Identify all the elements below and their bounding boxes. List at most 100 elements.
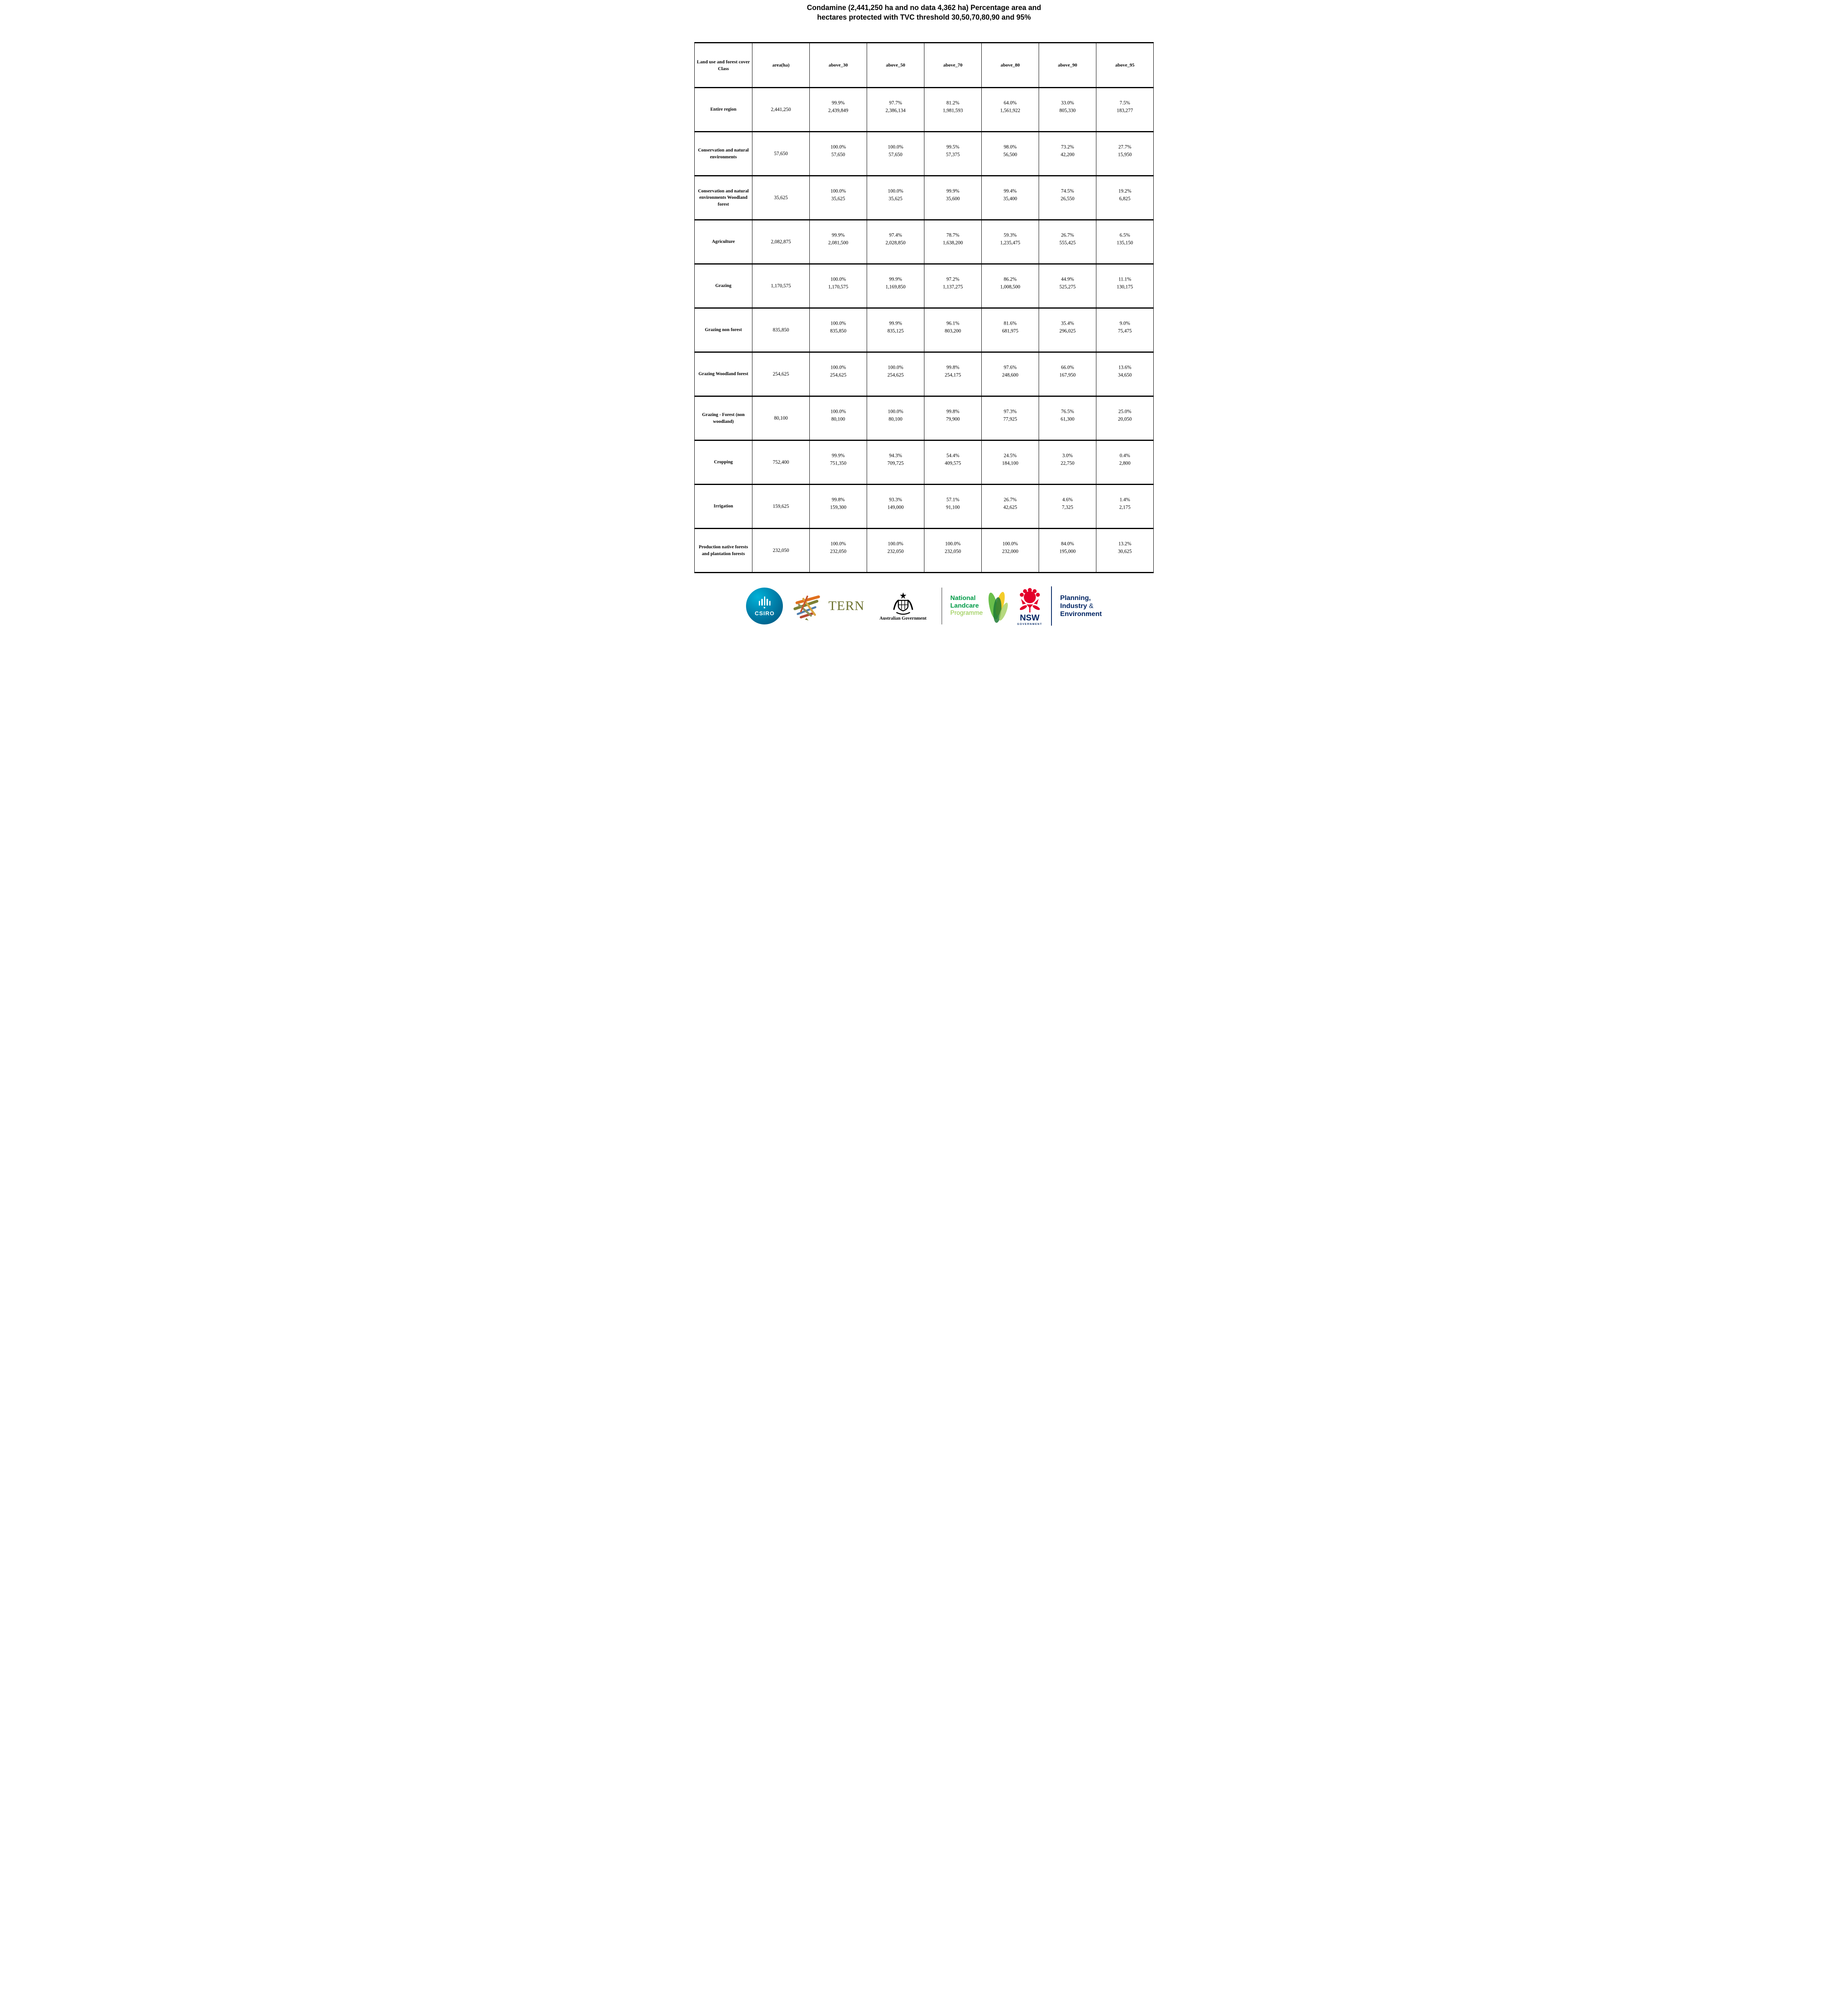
- table-row: Conservation and natural environments Wo…: [695, 176, 1153, 220]
- cell-hectares: 1,235,475: [1000, 239, 1020, 245]
- cell-percent: 100.0%: [830, 541, 846, 546]
- row-area-value: 232,050: [752, 529, 809, 572]
- cell-hectares: 254,625: [887, 372, 904, 378]
- cell-hectares: 77,925: [1003, 416, 1017, 422]
- threshold-cell: 100.0% 254,625: [867, 353, 924, 396]
- row-area-value: 1,170,575: [752, 265, 809, 307]
- csiro-logo-label: CSIRO: [754, 610, 775, 616]
- cell-percent: 100.0%: [830, 408, 846, 414]
- cell-hectares: 555,425: [1059, 239, 1076, 245]
- page-title: Condamine (2,441,250 ha and no data 4,36…: [709, 3, 1139, 22]
- cell-percent: 86.2%: [1003, 276, 1017, 282]
- page-title-line1: Condamine (2,441,250 ha and no data 4,36…: [807, 4, 1041, 12]
- row-class-label: Grazing non forest: [705, 327, 742, 333]
- cell-hectares: 835,850: [830, 327, 847, 333]
- threshold-cell: 97.2% 1,137,275: [924, 265, 981, 307]
- cell-percent: 99.9%: [889, 320, 902, 326]
- threshold-cell: 84.0% 195,000: [1039, 529, 1096, 572]
- cell-hectares: 80,100: [888, 416, 903, 422]
- cell-hectares: 149,000: [887, 504, 904, 510]
- cell-percent: 54.4%: [946, 453, 960, 458]
- cell-hectares: 195,000: [1059, 548, 1076, 554]
- csiro-waveform-icon: [758, 596, 771, 606]
- report-page: Condamine (2,441,250 ha and no data 4,36…: [693, 0, 1155, 640]
- threshold-cell: 81.2% 1,981,593: [924, 88, 981, 131]
- threshold-cell: 0.4% 2,800: [1096, 441, 1153, 484]
- cell-percent: 99.5%: [946, 144, 960, 149]
- threshold-cell: 93.3% 149,000: [867, 485, 924, 528]
- threshold-cell: 35.4% 296,025: [1039, 309, 1096, 352]
- cell-percent: 100.0%: [888, 541, 904, 546]
- cell-hectares: 57,375: [946, 151, 960, 157]
- row-class-label: Grazing - Forest (non woodland): [702, 412, 745, 424]
- row-class-label: Conservation and natural environments: [698, 148, 749, 160]
- threshold-cell: 100.0% 80,100: [809, 397, 867, 440]
- threshold-cell: 100.0% 1,170,575: [809, 265, 867, 307]
- table-row: Cropping 752,400 99.9% 751,350 94.3% 709,7…: [695, 441, 1153, 485]
- cell-percent: 27.7%: [1118, 144, 1132, 149]
- cell-percent: 100.0%: [830, 188, 846, 194]
- threshold-cell: 99.8% 254,175: [924, 353, 981, 396]
- csiro-logo-icon: CSIRO: [746, 588, 783, 624]
- cell-hectares: 61,300: [1060, 416, 1075, 422]
- cell-percent: 97.2%: [946, 276, 960, 282]
- threshold-cell: 100.0% 232,000: [981, 529, 1039, 572]
- threshold-cell: 57.1% 91,100: [924, 485, 981, 528]
- threshold-cell: 76.5% 61,300: [1039, 397, 1096, 440]
- cell-percent: 100.0%: [888, 188, 904, 194]
- table-header-row: Land use and forest cover Class area(ha)…: [695, 43, 1153, 88]
- cell-hectares: 232,050: [887, 548, 904, 554]
- landcare-label-line3: Programme: [950, 610, 983, 617]
- column-header-above-95: above_95: [1096, 43, 1153, 87]
- cell-hectares: 35,600: [946, 195, 960, 201]
- cell-percent: 84.0%: [1061, 541, 1074, 546]
- cell-percent: 73.2%: [1061, 144, 1074, 149]
- table-row: Grazing 1,170,575 100.0% 1,170,575 99.9% 1…: [695, 265, 1153, 309]
- column-header-above-50: above_50: [867, 43, 924, 87]
- page-title-line2: hectares protected with TVC threshold 30…: [817, 13, 1031, 21]
- cell-hectares: 254,175: [944, 372, 961, 378]
- cell-percent: 100.0%: [830, 276, 846, 282]
- threshold-cell: 6.5% 135,150: [1096, 220, 1153, 263]
- cell-hectares: 35,625: [888, 195, 903, 201]
- table-body: Entire region 2,441,250 99.9% 2,439,849 9…: [695, 88, 1153, 573]
- row-area-value: 57,650: [752, 132, 809, 175]
- column-header-above-90: above_90: [1039, 43, 1096, 87]
- cell-hectares: 35,625: [831, 195, 845, 201]
- threshold-cell: 26.7% 42,625: [981, 485, 1039, 528]
- australian-government-logo: Australian Government: [873, 592, 933, 621]
- row-class-label: Cropping: [714, 460, 733, 465]
- national-landcare-logo: National Landcare Programme: [950, 588, 1009, 624]
- cell-hectares: 232,000: [1002, 548, 1019, 554]
- cell-percent: 97.3%: [1003, 408, 1017, 414]
- table-row: Grazing non forest 835,850 100.0% 835,850…: [695, 309, 1153, 353]
- row-class-label: Irrigation: [714, 504, 733, 509]
- cell-percent: 99.4%: [1003, 188, 1017, 194]
- cell-hectares: 135,150: [1116, 239, 1133, 245]
- column-header-class: Land use and forest cover Class: [697, 59, 750, 71]
- threshold-cell: 13.2% 30,625: [1096, 529, 1153, 572]
- threshold-cell: 66.0% 167,950: [1039, 353, 1096, 396]
- cell-percent: 100.0%: [945, 541, 961, 546]
- cell-hectares: 35,400: [1003, 195, 1017, 201]
- cell-percent: 97.4%: [889, 232, 902, 238]
- nsw-logo-divider: [1051, 586, 1052, 626]
- threshold-cell: 74.5% 26,550: [1039, 176, 1096, 219]
- threshold-cell: 99.9% 835,125: [867, 309, 924, 352]
- cell-percent: 26.7%: [1003, 497, 1017, 502]
- tern-australia-map-icon: [793, 595, 820, 620]
- row-class-label: Grazing: [715, 283, 732, 289]
- cell-percent: 4.6%: [1062, 497, 1073, 502]
- threshold-cell: 3.0% 22,750: [1039, 441, 1096, 484]
- cell-hectares: 296,025: [1059, 327, 1076, 333]
- threshold-cell: 44.9% 525,275: [1039, 265, 1096, 307]
- threshold-cell: 99.5% 57,375: [924, 132, 981, 175]
- cell-percent: 81.2%: [946, 100, 960, 105]
- tern-tasmania-icon: [805, 618, 809, 620]
- threshold-cell: 59.3% 1,235,475: [981, 220, 1039, 263]
- threshold-cell: 1.4% 2,175: [1096, 485, 1153, 528]
- cell-percent: 35.4%: [1061, 320, 1074, 326]
- cell-percent: 13.2%: [1118, 541, 1132, 546]
- cell-percent: 100.0%: [888, 144, 904, 149]
- cell-hectares: 803,200: [944, 327, 961, 333]
